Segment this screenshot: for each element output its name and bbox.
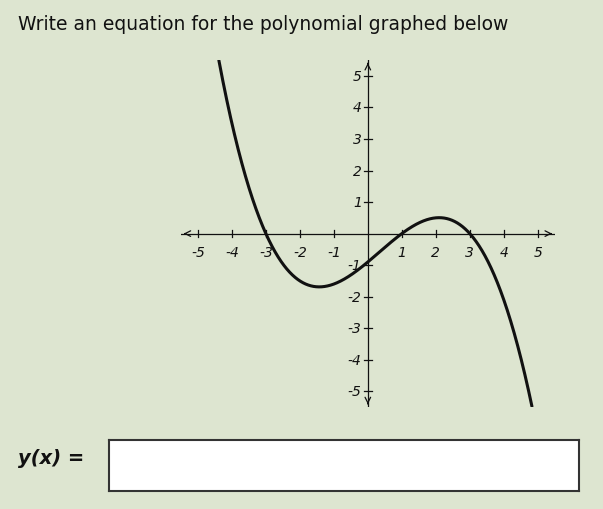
Text: 3: 3 <box>353 133 362 147</box>
Text: -4: -4 <box>225 245 239 259</box>
Text: -5: -5 <box>348 384 362 399</box>
Text: -4: -4 <box>348 353 362 367</box>
Text: 3: 3 <box>466 245 474 259</box>
Text: y(x) =: y(x) = <box>18 448 84 468</box>
Text: -1: -1 <box>348 259 362 273</box>
Text: -5: -5 <box>191 245 205 259</box>
Text: 4: 4 <box>499 245 508 259</box>
Text: 5: 5 <box>533 245 542 259</box>
Text: -2: -2 <box>348 290 362 304</box>
Text: 5: 5 <box>353 70 362 84</box>
Text: 2: 2 <box>431 245 440 259</box>
Text: -2: -2 <box>293 245 307 259</box>
Text: -1: -1 <box>327 245 341 259</box>
Text: Write an equation for the polynomial graphed below: Write an equation for the polynomial gra… <box>18 15 508 34</box>
Text: -3: -3 <box>259 245 273 259</box>
Text: 1: 1 <box>397 245 406 259</box>
Text: 2: 2 <box>353 164 362 178</box>
Text: -3: -3 <box>348 322 362 335</box>
Text: 1: 1 <box>353 195 362 210</box>
Text: 4: 4 <box>353 101 362 115</box>
